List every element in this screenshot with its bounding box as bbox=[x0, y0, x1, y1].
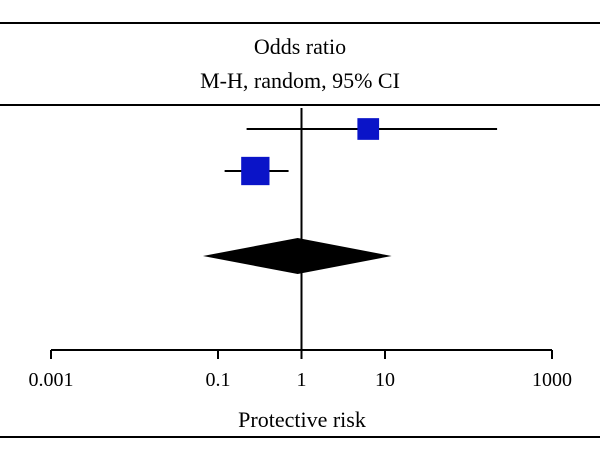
header-line-2: M-H, random, 95% CI bbox=[200, 68, 400, 93]
study-box bbox=[241, 156, 270, 186]
x-tick-label: 0.001 bbox=[29, 369, 74, 391]
pooled-diamond bbox=[202, 238, 392, 274]
x-tick-label: 1000 bbox=[532, 369, 572, 391]
x-tick-label: 0.1 bbox=[206, 369, 231, 391]
header-line-1: Odds ratio bbox=[254, 34, 346, 59]
chart-marks: 0.001 0.1 1 10 1000 bbox=[29, 108, 572, 391]
x-tick-label: 10 bbox=[375, 369, 395, 391]
x-axis-label: Protective risk bbox=[238, 407, 366, 432]
x-tick-label: 1 bbox=[297, 369, 307, 391]
study-box bbox=[357, 118, 380, 140]
